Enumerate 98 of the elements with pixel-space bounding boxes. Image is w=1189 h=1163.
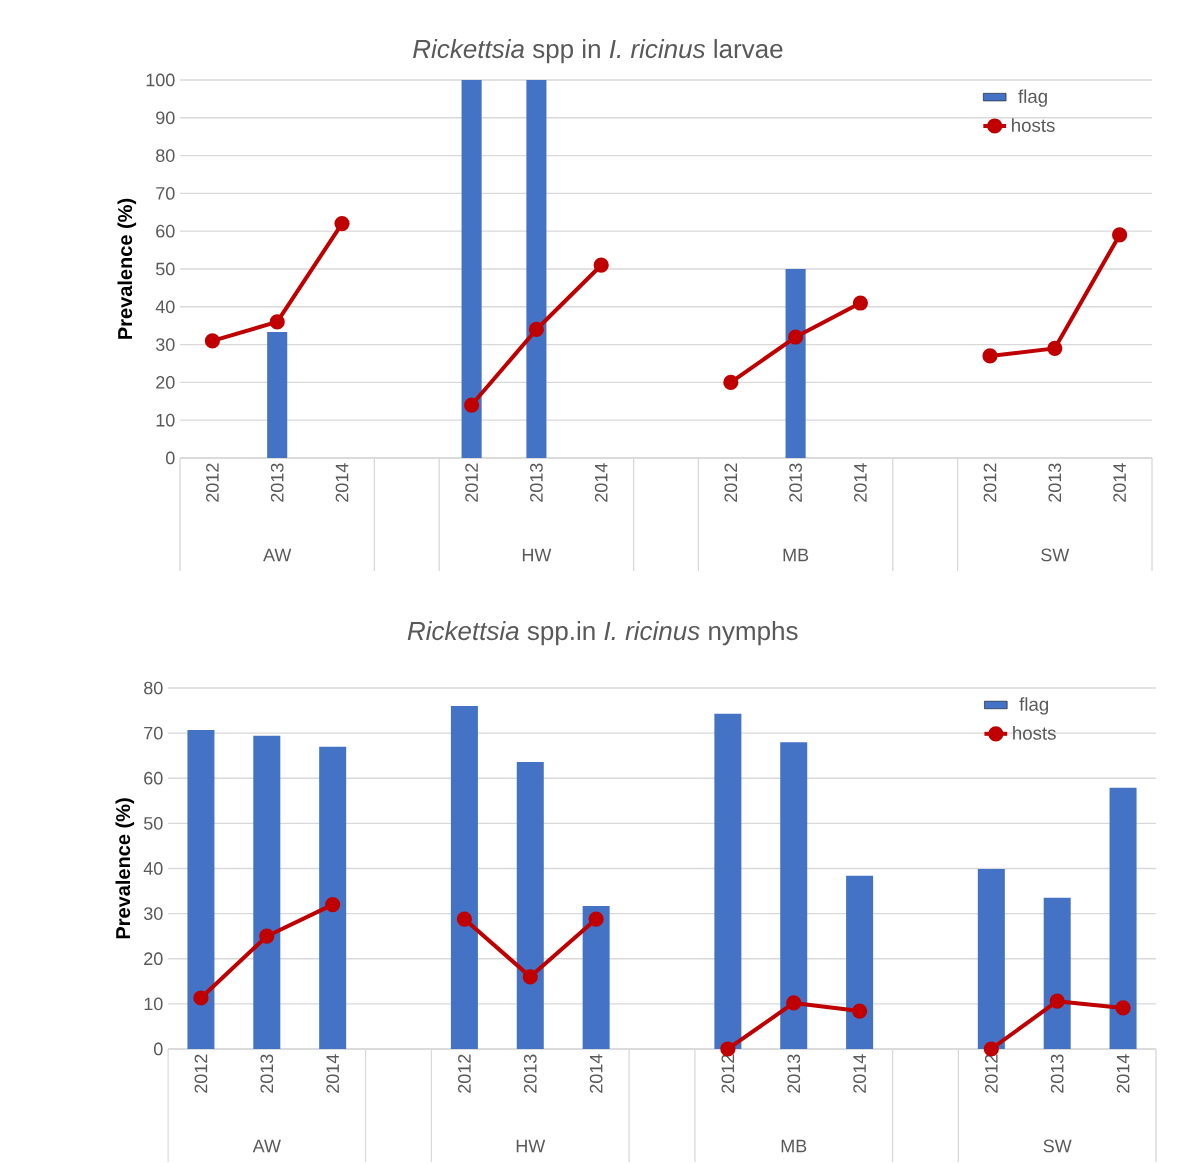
y-tick-label: 80 [144,681,163,695]
x-tick-label: 2013 [530,463,543,502]
y-tick-label: 0 [153,1042,163,1056]
point [1047,340,1063,356]
x-tick-label: 2012 [194,1054,208,1093]
text: MB [781,1139,807,1153]
x-tick-label: 2014 [854,463,867,502]
bar [780,742,808,1049]
point [193,990,209,1006]
point [325,896,341,913]
text: AW [263,548,292,562]
point [852,295,868,311]
bar [319,746,347,1049]
point [259,928,275,944]
x-tick-label: 2014 [335,463,349,502]
y-tick-label: 40 [155,300,175,314]
point [1112,227,1128,243]
y-tick-label: 60 [156,224,175,238]
x-tick-label: 2012 [724,463,738,502]
x-tick-label: 2012 [721,1054,735,1093]
x-tick-label: 2013 [1050,1054,1064,1093]
legend-label: hosts [1012,118,1055,132]
y-axis-title: Prevalence (%) [115,798,135,939]
x-tick-label: 2014 [326,1054,340,1093]
legend-label: hosts [1013,726,1056,740]
bar [714,713,742,1049]
bar [785,268,806,458]
x-tick-label: 2014 [853,1054,866,1093]
chart-title: Rickettsia spp.in I. ricinus nymphs [407,621,798,646]
text: AW [252,1139,281,1153]
bar [582,905,610,1049]
point [982,348,998,364]
bar [461,79,482,458]
x-tick-label: 2012 [458,1054,471,1093]
x-tick-label: 2013 [787,1054,801,1093]
y-tick-label: 20 [156,376,175,389]
point [204,333,221,349]
x-tick-label: 2012 [465,463,478,502]
y-tick-label: 0 [165,451,175,465]
y-tick-label: 10 [156,413,175,427]
y-tick-label: 30 [143,907,163,920]
bar [450,706,478,1049]
text: MB [783,548,809,562]
bar [846,875,874,1049]
text: SW [1041,548,1070,562]
y-tick-label: 70 [144,726,163,740]
y-tick-label: 50 [155,262,175,276]
x-tick-label: 2014 [589,1054,603,1093]
x-tick-label: 2014 [1116,1054,1130,1093]
point [522,969,538,985]
y-tick-label: 80 [156,149,175,162]
x-tick-label: 2013 [270,463,284,502]
point [593,257,609,273]
y-axis-title: Prevalence (%) [117,198,137,339]
y-tick-label: 40 [143,862,163,875]
point [464,397,480,413]
text: HW [522,548,552,562]
point [269,314,285,330]
y-tick-label: 60 [144,771,163,785]
point [788,329,804,345]
x-tick-label: 2013 [1048,463,1062,502]
bar [516,762,544,1049]
point [528,321,544,338]
x-tick-label: 2012 [206,463,219,502]
point [588,911,604,927]
y-tick-label: 50 [143,817,163,830]
point [723,374,739,390]
y-tick-label: 70 [156,187,175,200]
y-tick-label: 20 [144,952,163,966]
point [456,911,473,927]
y-tick-label: 90 [156,111,175,125]
x-tick-label: 2014 [594,463,608,502]
y-tick-label: 10 [144,997,163,1011]
y-tick-label: 100 [146,73,175,87]
x-tick-label: 2012 [983,463,997,502]
bar [977,868,1005,1049]
point [334,216,350,232]
legend-label: flag [1019,697,1049,715]
legend-label: flag [1018,89,1047,107]
bar [1043,897,1071,1049]
bar [253,735,281,1049]
bar [526,79,547,458]
y-tick-label: 30 [155,338,175,351]
chart-title: Rickettsia spp in I. ricinus larvae [413,39,783,64]
x-tick-label: 2013 [260,1054,274,1093]
text: HW [516,1139,546,1153]
point [786,995,802,1011]
point [852,1003,868,1019]
point [1049,993,1065,1009]
bar [1109,787,1137,1049]
text: SW [1043,1139,1072,1153]
x-tick-label: 2013 [789,463,802,502]
bar [267,332,288,458]
x-tick-label: 2012 [984,1054,998,1093]
bar [187,729,215,1049]
x-tick-label: 2013 [523,1054,537,1093]
point [1115,1000,1131,1016]
x-tick-label: 2014 [1113,463,1126,502]
